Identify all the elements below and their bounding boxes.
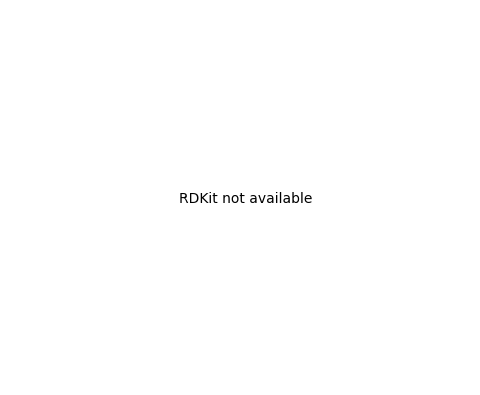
Text: RDKit not available: RDKit not available: [180, 192, 312, 207]
